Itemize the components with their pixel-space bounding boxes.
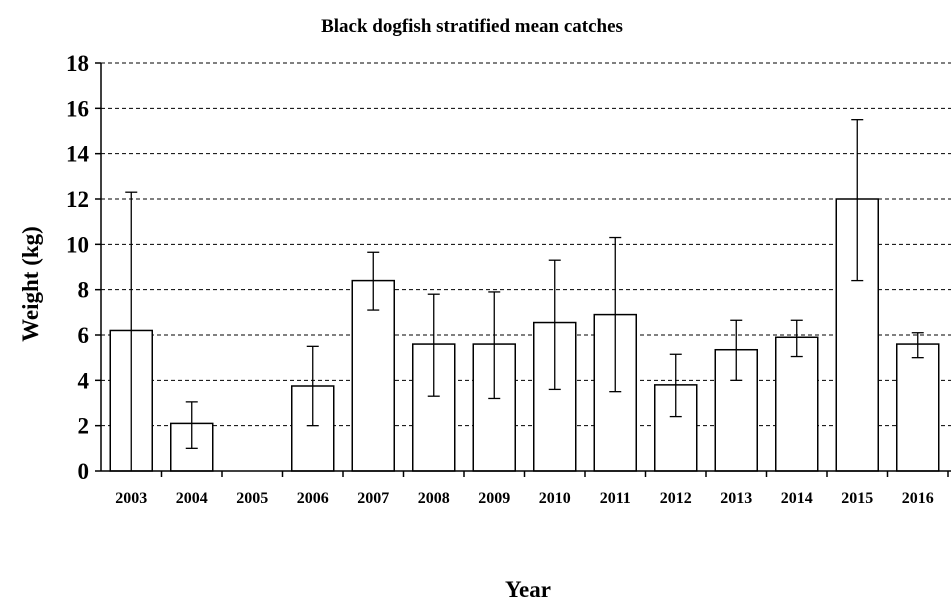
error-bar-2012 xyxy=(669,353,682,418)
x-tick-label: 2010 xyxy=(539,490,571,507)
x-tick-label: 2015 xyxy=(841,490,873,507)
y-tick-label: 18 xyxy=(66,51,89,76)
error-bar-2004 xyxy=(185,401,198,449)
x-tick-label: 2014 xyxy=(781,490,813,507)
x-tick-label: 2009 xyxy=(478,490,510,507)
error-bar-2006 xyxy=(306,345,319,427)
y-tick-label: 10 xyxy=(66,232,89,257)
bar-2010 xyxy=(533,321,577,472)
error-bar-2011 xyxy=(609,236,622,393)
chart-title: Black dogfish stratified mean catches xyxy=(321,16,623,37)
bar-2016 xyxy=(896,343,940,472)
error-bar-2014 xyxy=(790,319,803,358)
x-tick-label: 2007 xyxy=(357,490,389,507)
y-tick-label: 16 xyxy=(66,96,89,121)
x-tick-label: 2013 xyxy=(720,490,752,507)
x-axis-label: Year xyxy=(505,577,551,602)
error-bar-2013 xyxy=(730,319,743,381)
x-tick-label: 2004 xyxy=(176,490,208,507)
error-bar-2010 xyxy=(548,259,561,391)
x-tick-label: 2003 xyxy=(115,490,147,507)
y-tick-label: 0 xyxy=(78,459,90,484)
x-tick-label: 2006 xyxy=(297,490,329,507)
y-tick-label: 8 xyxy=(78,278,90,303)
x-tick-label: 2011 xyxy=(600,490,631,507)
x-tick-label: 2008 xyxy=(418,490,450,507)
y-tick-label: 12 xyxy=(66,187,89,212)
bar-2014 xyxy=(775,336,819,472)
y-tick-label: 14 xyxy=(66,142,90,167)
error-bar-2016 xyxy=(911,332,924,359)
bar-2007 xyxy=(351,279,395,472)
x-tick-label: 2012 xyxy=(660,490,692,507)
y-tick-label: 2 xyxy=(78,414,90,439)
y-axis-label: Weight (kg) xyxy=(18,226,43,342)
y-tick-label: 4 xyxy=(78,368,90,393)
x-tick-label: 2005 xyxy=(236,490,268,507)
y-tick-label: 6 xyxy=(78,323,90,348)
error-bar-2009 xyxy=(488,291,501,400)
error-bar-2008 xyxy=(427,293,440,397)
error-bar-2015 xyxy=(851,119,864,282)
error-bar-2003 xyxy=(125,191,138,471)
x-tick-label: 2016 xyxy=(902,490,934,507)
error-bar-2007 xyxy=(367,251,380,311)
